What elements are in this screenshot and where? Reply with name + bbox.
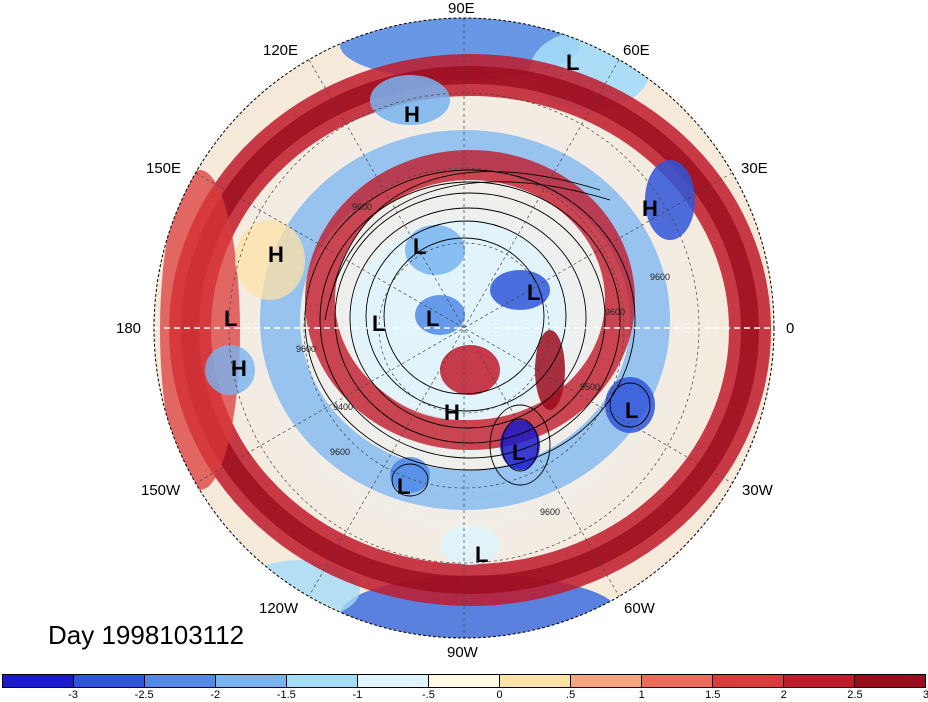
colorbar-tick-label: 3 — [922, 689, 928, 701]
colorbar-tick-label: -.5 — [422, 689, 435, 701]
colorbar-swatch — [216, 675, 287, 687]
pressure-system-label: L — [372, 311, 385, 336]
pressure-system-label: L — [475, 542, 488, 567]
anomaly-field — [154, 18, 774, 638]
pressure-system-label: H — [268, 242, 284, 267]
contour-label: 9600 — [605, 307, 625, 317]
contour-label: 9600 — [540, 507, 560, 517]
pressure-system-label: L — [527, 280, 540, 305]
colorbar-tick-label: 2.5 — [847, 689, 863, 701]
colorbar-swatch — [855, 675, 925, 687]
colorbar-tick-label: .5 — [566, 689, 576, 701]
colorbar-tick-label: -1 — [352, 689, 363, 701]
colorbar-tick-label: 1 — [638, 689, 645, 701]
polar-map: 9600 9600 9600 9600 9500 9400 9600 9600 … — [153, 17, 775, 639]
longitude-label-0: 0 — [786, 320, 795, 337]
contour-label: 9400 — [333, 402, 353, 412]
colorbar-tick-label: -2.5 — [134, 689, 154, 701]
colorbar-swatch — [358, 675, 429, 687]
colorbar-swatch — [74, 675, 145, 687]
colorbar-swatch — [784, 675, 855, 687]
colorbar-tick-label: -3 — [68, 689, 78, 701]
colorbar-swatches — [2, 674, 926, 688]
colorbar-swatch — [145, 675, 216, 687]
longitude-label-60w: 60W — [624, 600, 655, 617]
pressure-system-label: L — [512, 440, 525, 465]
date-label: Day 1998103112 — [48, 620, 245, 650]
longitude-label-120e: 120E — [263, 42, 299, 59]
colorbar-tick-label: 2 — [780, 689, 787, 701]
longitude-label-30w: 30W — [742, 482, 773, 499]
pressure-system-label: L — [625, 398, 638, 423]
longitude-label-90w: 90W — [447, 644, 478, 661]
pressure-system-label: L — [413, 234, 426, 259]
contour-label: 9600 — [352, 202, 372, 212]
colorbar-swatch — [287, 675, 358, 687]
longitude-label-90e: 90E — [448, 0, 475, 17]
longitude-label-180: 180 — [116, 320, 142, 337]
pressure-system-label: L — [426, 306, 439, 331]
pressure-system-label: H — [231, 356, 247, 381]
longitude-label-120w: 120W — [259, 600, 299, 617]
colorbar: -3 -2.5 -2 -1.5 -1 -.5 0 .5 1 1.5 2 2.5 3 — [0, 674, 928, 702]
contour-label: 9600 — [650, 272, 670, 282]
longitude-label-150w: 150W — [141, 482, 181, 499]
height-contours — [304, 169, 651, 497]
colorbar-tick-label: -1.5 — [276, 689, 296, 701]
pressure-system-label: H — [404, 102, 420, 127]
contour-labels: 9600 9600 9600 9600 9500 9400 9600 9600 — [296, 202, 670, 517]
pressure-system-label: L — [566, 50, 579, 75]
colorbar-tick-label: 1.5 — [705, 689, 721, 701]
longitude-label-150e: 150E — [146, 160, 182, 177]
colorbar-swatch — [571, 675, 642, 687]
pressure-system-label: H — [444, 400, 460, 425]
graticule — [154, 18, 774, 638]
longitude-label-60e: 60E — [623, 42, 650, 59]
contour-label: 9500 — [580, 382, 600, 392]
colorbar-swatch — [429, 675, 500, 687]
colorbar-tick-label: 0 — [496, 689, 503, 701]
longitude-label-30e: 30E — [741, 160, 768, 177]
map-border — [153, 17, 775, 639]
pressure-systems: H L H H L H L L L L H L L L L — [224, 50, 658, 567]
pressure-system-label: L — [397, 474, 410, 499]
colorbar-swatch — [3, 675, 74, 687]
colorbar-swatch — [500, 675, 571, 687]
contour-label: 9600 — [296, 344, 316, 354]
contour-label: 9600 — [330, 447, 350, 457]
pressure-system-label: L — [224, 306, 237, 331]
colorbar-swatch — [642, 675, 713, 687]
colorbar-tick-label: -2 — [210, 689, 221, 701]
colorbar-swatch — [713, 675, 784, 687]
pressure-system-label: H — [642, 196, 658, 221]
